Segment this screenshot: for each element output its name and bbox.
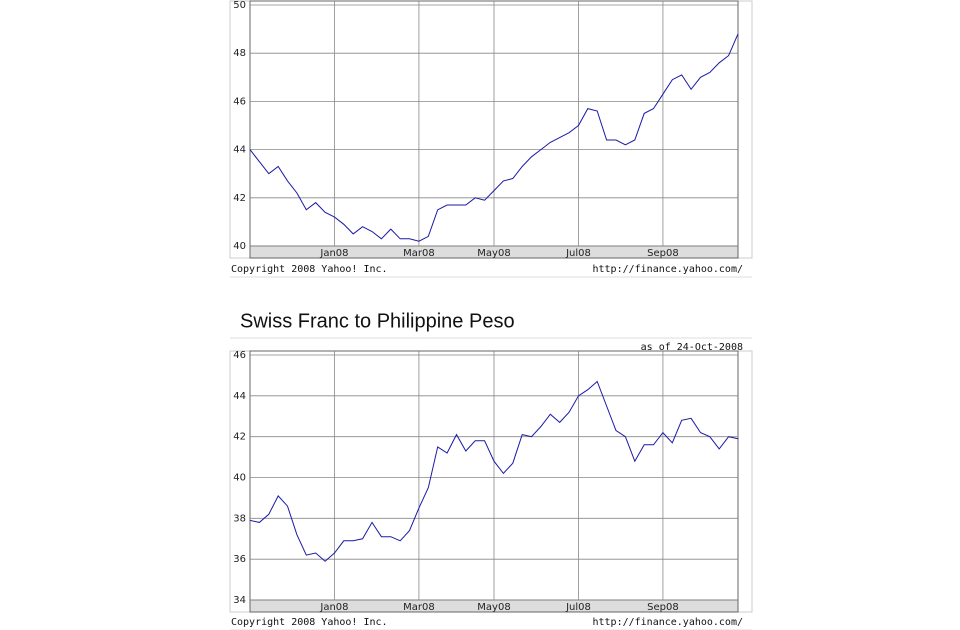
y-tick-label: 44 <box>233 145 246 156</box>
y-tick-label: 34 <box>233 595 246 606</box>
y-tick-label: 42 <box>233 193 246 204</box>
price-line <box>249 33 739 242</box>
y-tick-label: 42 <box>233 432 246 443</box>
x-tick-label: Mar08 <box>403 602 435 613</box>
x-tick-label: Jan08 <box>319 602 348 613</box>
y-tick-label: 48 <box>233 48 246 59</box>
x-tick-label: May08 <box>477 602 510 613</box>
x-tick-label: Jul08 <box>565 602 591 613</box>
x-tick-label: Mar08 <box>403 248 435 259</box>
x-tick-label: Sep08 <box>647 248 679 259</box>
y-tick-label: 50 <box>233 0 246 11</box>
x-tick-label: Sep08 <box>647 602 679 613</box>
y-tick-label: 44 <box>233 391 246 402</box>
y-tick-label: 46 <box>233 350 246 361</box>
x-tick-label: Jul08 <box>565 248 591 259</box>
x-tick-label: May08 <box>477 248 510 259</box>
source-url: http://finance.yahoo.com/ <box>592 264 743 275</box>
price-line <box>249 380 739 562</box>
copyright: Copyright 2008 Yahoo! Inc. <box>231 617 388 628</box>
y-tick-label: 38 <box>233 513 246 524</box>
copyright: Copyright 2008 Yahoo! Inc. <box>231 264 388 275</box>
y-tick-label: 40 <box>233 241 246 252</box>
y-tick-label: 46 <box>233 96 246 107</box>
y-tick-label: 40 <box>233 473 246 484</box>
source-url: http://finance.yahoo.com/ <box>592 617 743 628</box>
x-tick-label: Jan08 <box>319 248 348 259</box>
y-tick-label: 36 <box>233 554 246 565</box>
chart-subtitle: as of 24-Oct-2008 <box>641 342 743 353</box>
chart-title: Swiss Franc to Philippine Peso <box>240 310 515 332</box>
